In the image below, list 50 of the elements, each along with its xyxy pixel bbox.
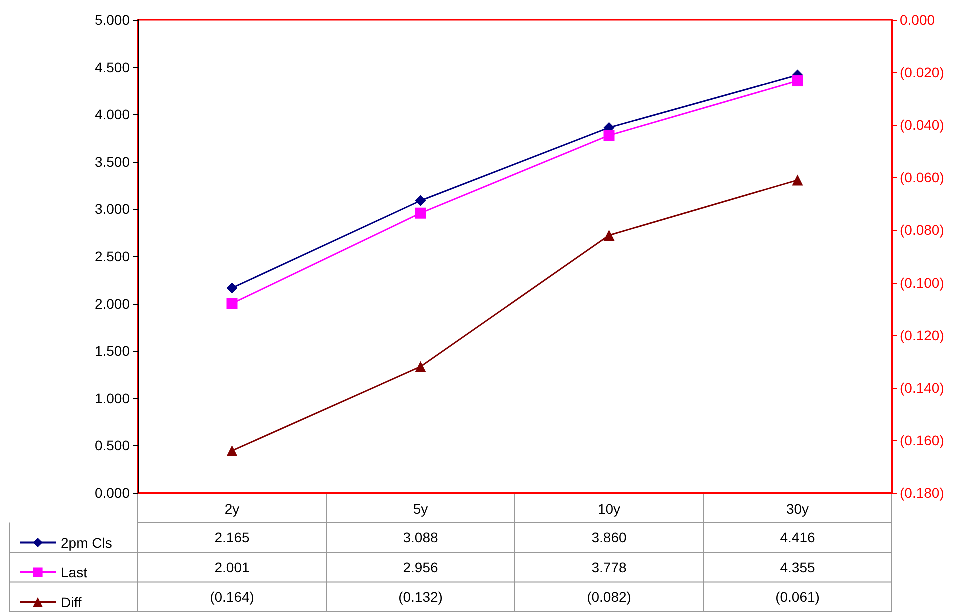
point [604,130,615,142]
legend-label: 2pm Cls [61,534,112,551]
data-label: 2.001 [214,559,250,576]
y2-tick-label: (0.140) [900,380,944,396]
point [415,361,426,372]
y2-tick-label: (0.060) [900,170,944,186]
point [792,76,804,87]
y-tick-label: 2.000 [94,296,130,312]
x-tick-label: 10y [598,501,621,517]
y-tick-label: 3.000 [94,201,130,218]
data-label: (0.132) [398,589,443,606]
data-label: (0.082) [587,589,632,606]
data-label: 4.416 [780,530,816,546]
data-label: (0.164) [210,589,254,606]
y-tick-label: 3.500 [94,154,130,170]
y2-tick-label: (0.020) [900,64,944,81]
y2-tick-label: (0.160) [900,432,944,448]
y2-tick-label: (0.100) [900,274,944,291]
data-label: 3.860 [592,530,627,546]
y-tick-label: 0.000 [94,485,130,501]
data-label: 4.355 [780,559,816,576]
point [415,195,426,206]
y-tick-label: 2.500 [94,248,130,264]
data-label: 3.088 [403,530,438,546]
point [226,445,238,456]
data-label: 2.165 [214,530,250,546]
point [415,208,426,219]
y-tick-label: 5.000 [94,12,130,28]
y-tick-label: 4.000 [94,106,130,123]
point [604,230,615,241]
y-tick-label: 1.000 [94,390,130,406]
point [792,174,804,186]
legend-label: Last [61,564,88,580]
data-label: 3.778 [592,559,627,576]
x-tick-label: 30y [786,501,810,517]
y2-tick-label: (0.040) [900,117,944,134]
legend-label: Diff [61,594,82,610]
y2-tick-label: (0.180) [900,485,944,501]
data-label: (0.061) [776,589,820,606]
y-tick-label: 1.500 [94,343,130,360]
y2-tick-label: (0.080) [900,222,944,238]
x-tick-label: 2y [224,501,240,517]
y-tick-label: 4.500 [94,59,130,76]
x-tick-label: 5y [413,501,428,517]
y2-tick-label: (0.120) [900,327,944,344]
point [226,298,238,310]
y-tick-label: 0.500 [94,438,130,454]
y2-tick-label: 0.000 [900,12,936,28]
data-label: 2.956 [403,559,438,576]
point [226,282,238,294]
